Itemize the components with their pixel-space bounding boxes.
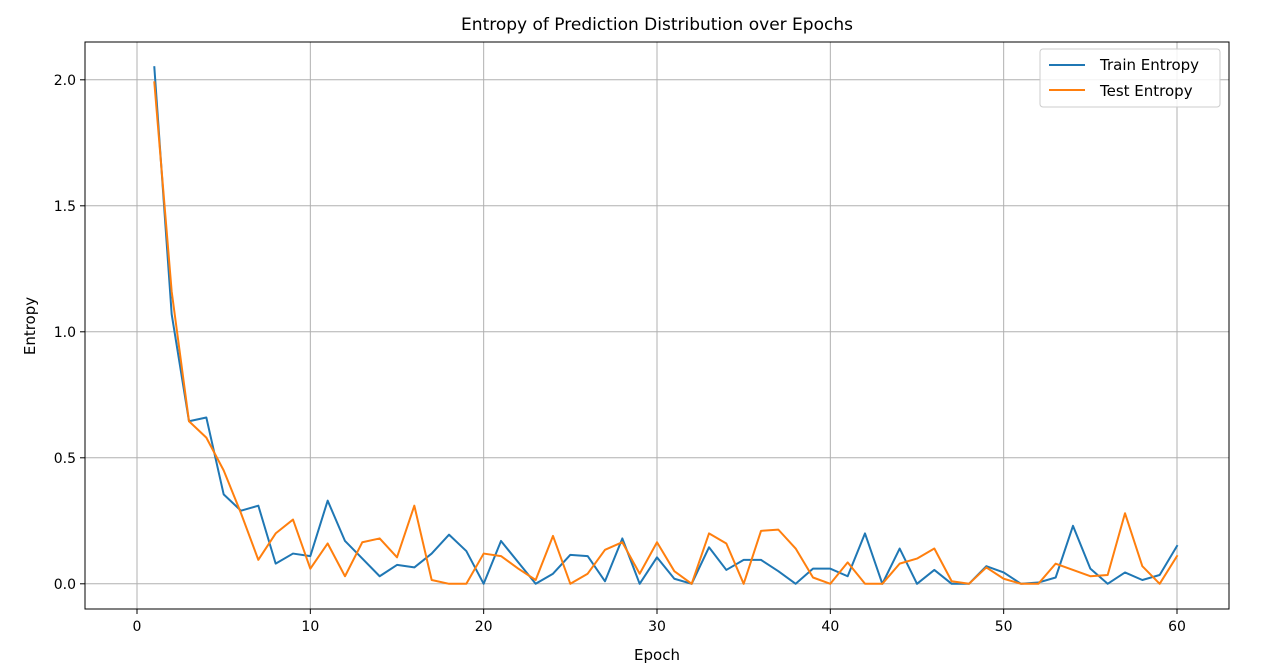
series-lines <box>153 66 1179 585</box>
legend-box <box>1039 48 1221 108</box>
y-axis-label: Entropy <box>21 297 39 355</box>
y-tick-label: 0.0 <box>54 577 76 593</box>
x-tick-label: 10 <box>301 619 319 635</box>
chart-title: Entropy of Prediction Distribution over … <box>461 15 853 35</box>
y-tick-label: 2.0 <box>54 73 76 89</box>
grid-lines <box>85 42 1229 609</box>
series-line-train-entropy <box>153 66 1179 585</box>
x-tick-label: 60 <box>1168 619 1186 635</box>
x-axis-label: Epoch <box>634 646 680 664</box>
legend-label-train: Train Entropy <box>1099 56 1199 74</box>
legend: Train Entropy Test Entropy <box>1039 48 1221 108</box>
x-tick-label: 40 <box>821 619 839 635</box>
y-tick-label: 1.0 <box>54 325 76 341</box>
series-line-test-entropy <box>153 81 1179 585</box>
y-tick-label: 1.5 <box>54 199 76 215</box>
x-tick-label: 20 <box>475 619 493 635</box>
axis-ticks: 0 10 20 30 40 50 60 0.0 0.5 1.0 1.5 2.0 <box>54 73 1186 635</box>
x-tick-label: 50 <box>995 619 1013 635</box>
y-tick-label: 0.5 <box>54 451 76 467</box>
x-tick-label: 30 <box>648 619 666 635</box>
legend-label-test: Test Entropy <box>1099 82 1193 100</box>
x-tick-label: 0 <box>133 619 142 635</box>
